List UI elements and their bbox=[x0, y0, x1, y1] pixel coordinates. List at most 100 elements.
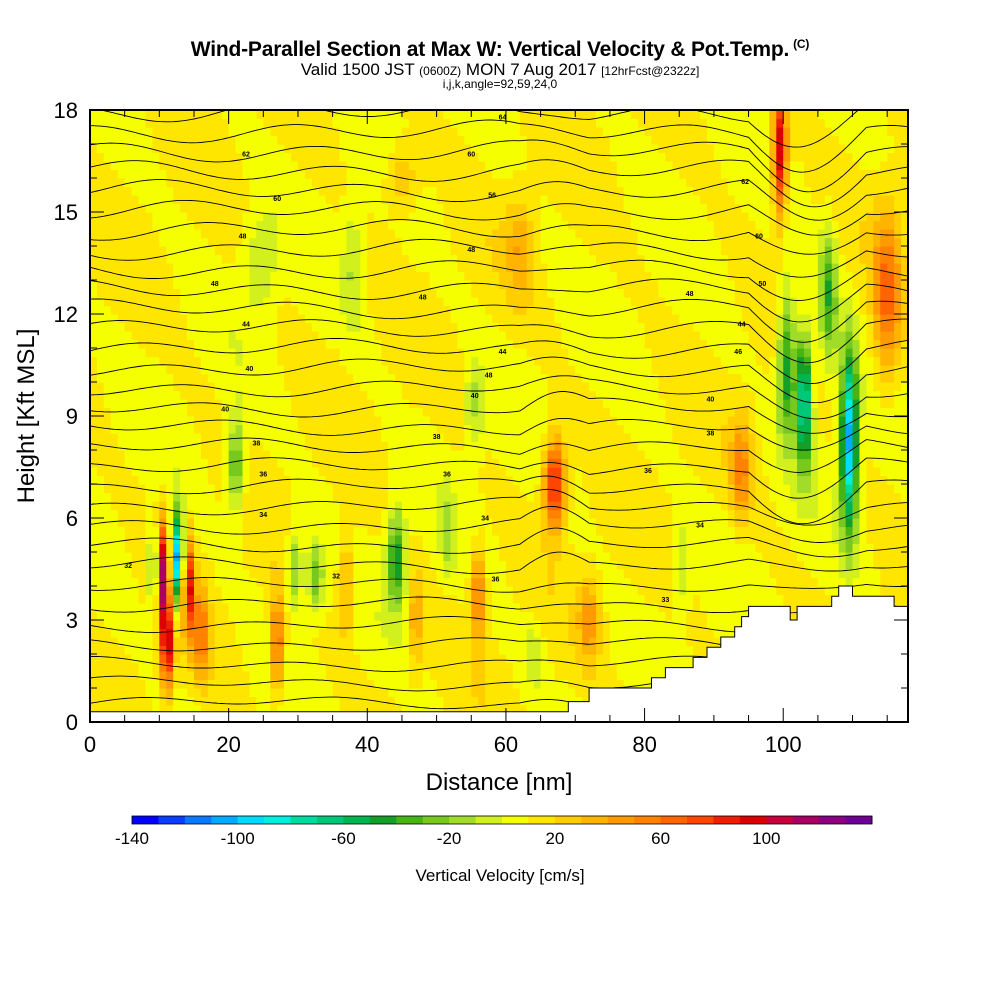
field-cell bbox=[200, 203, 209, 213]
field-cell bbox=[214, 263, 223, 273]
field-cell bbox=[353, 552, 361, 562]
field-cell bbox=[214, 127, 223, 137]
field-cell bbox=[103, 509, 112, 519]
field-cell bbox=[526, 322, 535, 332]
field-cell bbox=[353, 314, 361, 324]
field-cell bbox=[152, 152, 160, 162]
field-cell bbox=[554, 433, 562, 443]
field-cell bbox=[152, 161, 160, 171]
field-cell bbox=[249, 662, 257, 672]
field-cell bbox=[270, 679, 278, 689]
field-cell bbox=[200, 433, 209, 443]
field-cell bbox=[554, 586, 562, 596]
field-cell bbox=[145, 654, 153, 664]
field-cell bbox=[235, 467, 244, 477]
field-cell bbox=[471, 263, 479, 273]
field-cell bbox=[540, 195, 549, 205]
field-cell bbox=[429, 144, 438, 154]
field-cell bbox=[291, 314, 299, 324]
field-cell bbox=[187, 229, 195, 239]
field-cell bbox=[304, 314, 313, 324]
field-cell bbox=[533, 560, 542, 570]
field-cell bbox=[187, 654, 195, 664]
field-cell bbox=[533, 152, 542, 162]
field-cell bbox=[512, 679, 521, 689]
field-cell bbox=[311, 467, 320, 477]
field-cell bbox=[131, 450, 140, 460]
field-cell bbox=[221, 382, 230, 392]
field-cell bbox=[478, 305, 486, 315]
field-cell bbox=[450, 671, 458, 681]
field-cell bbox=[540, 322, 549, 332]
field-cell bbox=[492, 203, 500, 213]
field-cell bbox=[367, 475, 375, 485]
field-cell bbox=[457, 246, 465, 256]
field-cell bbox=[152, 484, 160, 494]
field-cell bbox=[297, 662, 306, 672]
field-cell bbox=[284, 348, 292, 358]
field-cell bbox=[117, 560, 126, 570]
field-cell bbox=[235, 212, 244, 222]
field-cell bbox=[457, 424, 465, 434]
field-cell bbox=[464, 382, 472, 392]
field-cell bbox=[193, 110, 202, 120]
field-cell bbox=[339, 696, 348, 706]
field-cell bbox=[367, 705, 375, 715]
field-cell bbox=[547, 407, 556, 417]
field-cell bbox=[311, 110, 320, 120]
field-cell bbox=[200, 322, 209, 332]
field-cell bbox=[443, 135, 452, 145]
field-cell bbox=[221, 569, 230, 579]
field-cell bbox=[554, 144, 562, 154]
field-cell bbox=[117, 399, 126, 409]
field-cell bbox=[346, 458, 355, 468]
field-cell bbox=[554, 450, 562, 460]
field-cell bbox=[554, 475, 562, 485]
field-cell bbox=[103, 229, 112, 239]
field-cell bbox=[131, 671, 140, 681]
field-cell bbox=[499, 645, 507, 655]
field-cell bbox=[235, 314, 244, 324]
field-cell bbox=[381, 339, 389, 349]
field-cell bbox=[401, 127, 410, 137]
field-cell bbox=[533, 373, 542, 383]
field-cell bbox=[436, 356, 445, 366]
field-cell bbox=[145, 127, 153, 137]
field-cell bbox=[381, 501, 389, 511]
field-cell bbox=[187, 705, 195, 715]
field-cell bbox=[395, 424, 403, 434]
field-cell bbox=[408, 110, 417, 120]
field-cell bbox=[117, 169, 126, 179]
field-cell bbox=[533, 654, 542, 664]
field-cell bbox=[180, 152, 188, 162]
field-cell bbox=[103, 526, 112, 536]
field-cell bbox=[485, 662, 493, 672]
field-cell bbox=[436, 203, 445, 213]
field-cell bbox=[103, 603, 112, 613]
field-cell bbox=[519, 552, 528, 562]
field-cell bbox=[235, 280, 244, 290]
field-cell bbox=[492, 220, 500, 230]
field-cell bbox=[235, 679, 244, 689]
field-cell bbox=[304, 348, 313, 358]
field-cell bbox=[159, 526, 167, 536]
field-cell bbox=[221, 560, 230, 570]
field-cell bbox=[526, 518, 535, 528]
field-cell bbox=[110, 416, 119, 426]
field-cell bbox=[429, 594, 438, 604]
field-cell bbox=[422, 552, 431, 562]
field-cell bbox=[499, 254, 507, 264]
field-cell bbox=[367, 373, 375, 383]
field-cell bbox=[131, 390, 140, 400]
field-cell bbox=[422, 696, 431, 706]
field-cell bbox=[277, 152, 285, 162]
field-cell bbox=[221, 433, 230, 443]
field-cell bbox=[450, 637, 458, 647]
field-cell bbox=[297, 611, 306, 621]
field-cell bbox=[110, 229, 119, 239]
field-cell bbox=[429, 118, 438, 128]
field-cell bbox=[131, 416, 140, 426]
field-cell bbox=[297, 348, 306, 358]
field-cell bbox=[436, 450, 445, 460]
field-cell bbox=[374, 526, 382, 536]
